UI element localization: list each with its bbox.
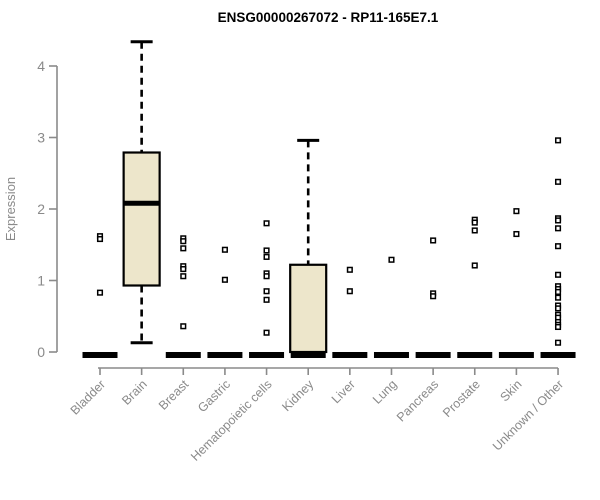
outlier-point <box>554 225 562 232</box>
outlier-point <box>96 235 104 243</box>
outlier-point <box>263 296 270 303</box>
outlier-point <box>180 323 187 330</box>
outlier-point <box>346 266 353 273</box>
outlier-point <box>513 208 520 215</box>
x-tick-label: Lung <box>370 377 400 407</box>
y-tick-label: 1 <box>37 273 45 289</box>
outlier-point <box>263 288 270 295</box>
outlier-point <box>430 237 437 244</box>
outlier-point <box>554 243 562 250</box>
outlier-point <box>554 305 562 312</box>
outlier-point <box>554 339 562 346</box>
x-tick-label: Pancreas <box>394 377 441 424</box>
y-tick-label: 2 <box>37 201 45 217</box>
outlier-point <box>554 288 562 295</box>
outlier-point <box>513 230 520 238</box>
outlier-point <box>554 323 562 331</box>
y-axis-label: Expression <box>3 177 18 241</box>
x-tick-label: Brain <box>119 377 150 408</box>
outlier-point <box>263 220 270 227</box>
outlier-point <box>554 137 562 144</box>
y-tick-label: 3 <box>37 130 45 146</box>
outlier-point <box>221 276 228 283</box>
outlier-point <box>471 219 478 226</box>
outlier-point <box>263 329 270 336</box>
chart-title: ENSG00000267072 - RP11-165E7.1 <box>218 10 439 25</box>
outlier-point <box>471 227 478 234</box>
iqr-box <box>122 151 161 287</box>
outlier-point <box>554 178 562 185</box>
outlier-point <box>554 294 562 301</box>
outlier-point <box>263 247 270 254</box>
x-tick-label: Breast <box>156 377 192 413</box>
y-tick-label: 4 <box>37 58 45 74</box>
y-tick-label: 0 <box>37 344 45 360</box>
outlier-point <box>346 288 353 295</box>
outlier-point <box>471 262 478 269</box>
x-tick-label: Prostate <box>440 377 483 420</box>
outlier-point <box>263 253 270 260</box>
x-tick-label: Bladder <box>68 377 108 417</box>
outlier-point <box>180 245 187 252</box>
outlier-point <box>388 256 395 263</box>
iqr-box <box>289 263 328 354</box>
outlier-point <box>180 238 187 245</box>
x-tick-label: Kidney <box>279 377 316 414</box>
x-tick-label: Gastric <box>195 377 233 415</box>
x-tick-label: Hematopoietic cells <box>188 377 275 464</box>
outlier-point <box>180 266 187 273</box>
outlier-point <box>221 246 228 253</box>
x-tick-label: Unknown / Other <box>490 377 566 453</box>
x-tick-label: Skin <box>497 377 524 404</box>
plot-area: 0 1 2 3 4 Bladder Brain Breast GastricHematopoie… <box>37 40 576 464</box>
outlier-point <box>430 293 437 300</box>
outlier-point <box>554 271 562 278</box>
outlier-point <box>96 289 104 296</box>
outlier-point <box>263 273 270 280</box>
outlier-point <box>180 273 187 280</box>
outlier-point <box>554 217 562 224</box>
x-tick-label: Liver <box>329 377 358 406</box>
